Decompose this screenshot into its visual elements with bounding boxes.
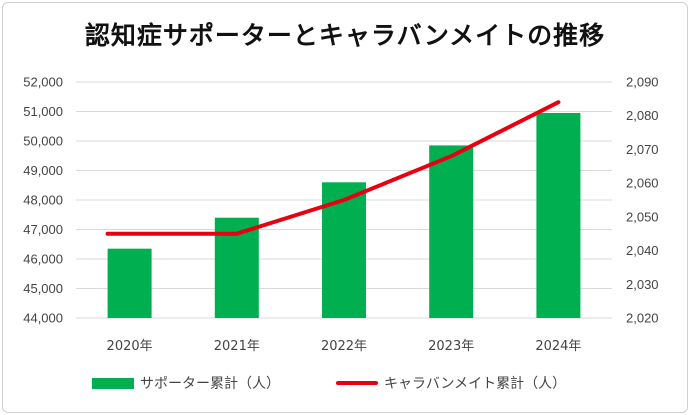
y-right-tick-label: 2,090	[626, 75, 659, 90]
y-left-tick-label: 48,000	[23, 193, 63, 208]
legend-label-supporters: サポーター累計（人）	[140, 376, 280, 392]
legend-swatch-bar	[92, 377, 134, 389]
y-axis-left: 44,000 45,000 46,000 47,000 48,000 49,000 50,0…	[23, 75, 63, 326]
legend-item-caravan-mates: キャラバンメイト累計（人）	[336, 372, 566, 394]
y-left-tick-label: 50,000	[23, 134, 63, 149]
x-tick-label: 2023年	[428, 339, 474, 354]
x-tick-label: 2020年	[107, 339, 153, 354]
bar	[107, 248, 152, 318]
legend-swatch-line	[336, 381, 378, 385]
y-left-tick-label: 46,000	[23, 252, 63, 267]
y-right-tick-label: 2,030	[626, 277, 659, 292]
y-right-tick-label: 2,070	[626, 142, 659, 157]
y-right-tick-label: 2,080	[626, 108, 659, 123]
y-left-tick-label: 51,000	[23, 104, 63, 119]
line-series	[105, 100, 561, 236]
bar-series	[107, 112, 581, 318]
y-right-tick-label: 2,050	[626, 209, 659, 224]
y-axis-right: 2,020 2,030 2,040 2,050 2,060 2,070 2,080 2,090	[626, 75, 659, 326]
x-tick-label: 2022年	[321, 339, 367, 354]
y-left-tick-label: 44,000	[23, 311, 63, 326]
bar	[536, 112, 581, 318]
y-left-tick-label: 52,000	[23, 75, 63, 90]
y-left-tick-label: 47,000	[23, 222, 63, 237]
chart-title: 認知症サポーターとキャラバンメイトの推移	[84, 21, 606, 50]
bar	[322, 182, 366, 318]
x-tick-label: 2021年	[214, 339, 260, 354]
y-left-tick-label: 45,000	[23, 281, 63, 296]
y-right-tick-label: 2,020	[626, 311, 659, 326]
y-left-tick-label: 49,000	[23, 163, 63, 178]
y-right-tick-label: 2,040	[626, 243, 659, 258]
x-tick-label: 2024年	[535, 339, 581, 354]
x-axis: 2020年 2021年 2022年 2023年 2024年	[107, 339, 582, 354]
y-right-tick-label: 2,060	[626, 176, 659, 191]
bar	[429, 145, 474, 318]
legend-label-caravan-mates: キャラバンメイト累計（人）	[384, 376, 567, 392]
series-line	[105, 100, 561, 236]
legend-item-supporters: サポーター累計（人）	[92, 372, 280, 394]
